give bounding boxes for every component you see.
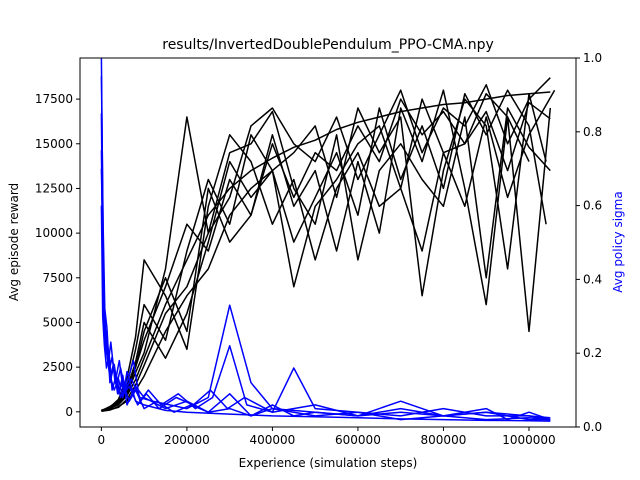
y-right-tick-label: 1.0 [583,51,602,65]
y-tick-label: 0 [65,405,73,419]
plot-frame [79,57,577,428]
y-tick-label: 5000 [42,315,73,329]
x-tick-label: 200000 [164,433,210,447]
y-tick-label: 7500 [42,271,73,285]
x-tick-label: 1000000 [502,433,555,447]
sigma-series-line-4 [100,205,551,419]
sigma-series-line-6 [100,168,551,421]
y-tick-label: 12500 [35,181,73,195]
reward-series-line-4 [101,77,551,412]
reward-series-line-1 [101,91,551,412]
y-axis-ticks: 0 2500 5000 7500 10000 12500 15000 17500 [35,92,80,419]
chart-title: results/InvertedDoublePendulum_PPO-CMA.n… [162,37,494,53]
y-right-tick-label: 0.6 [583,199,602,213]
reward-series-line-8 [101,92,547,411]
series-layer [100,57,556,422]
x-axis-label: Experience (simulation steps) [239,456,418,470]
y-tick-label: 15000 [35,137,73,151]
y-axis-label: Avg episode reward [7,183,21,301]
y-tick-label: 2500 [42,360,73,374]
y-right-tick-label: 0.2 [583,346,602,360]
sigma-series-line-5 [100,76,551,421]
x-tick-label: 800000 [421,433,467,447]
x-axis-ticks: 0 200000 400000 600000 800000 1000000 [98,427,556,447]
y-right-axis-ticks: 0.0 0.2 0.4 0.6 0.8 1.0 [576,51,602,434]
y-tick-label: 10000 [35,226,73,240]
y-right-tick-label: 0.8 [583,125,602,139]
x-tick-label: 0 [98,433,106,447]
reward-series-line-9 [101,89,552,412]
reward-series-line-5 [101,89,556,412]
y-right-axis-label: Avg policy sigma [611,191,625,292]
y-right-tick-label: 0.0 [583,420,602,434]
x-tick-label: 400000 [250,433,296,447]
x-tick-label: 600000 [335,433,381,447]
y-tick-label: 17500 [35,92,73,106]
reward-series-line-3 [101,89,547,412]
y-right-tick-label: 0.4 [583,272,602,286]
